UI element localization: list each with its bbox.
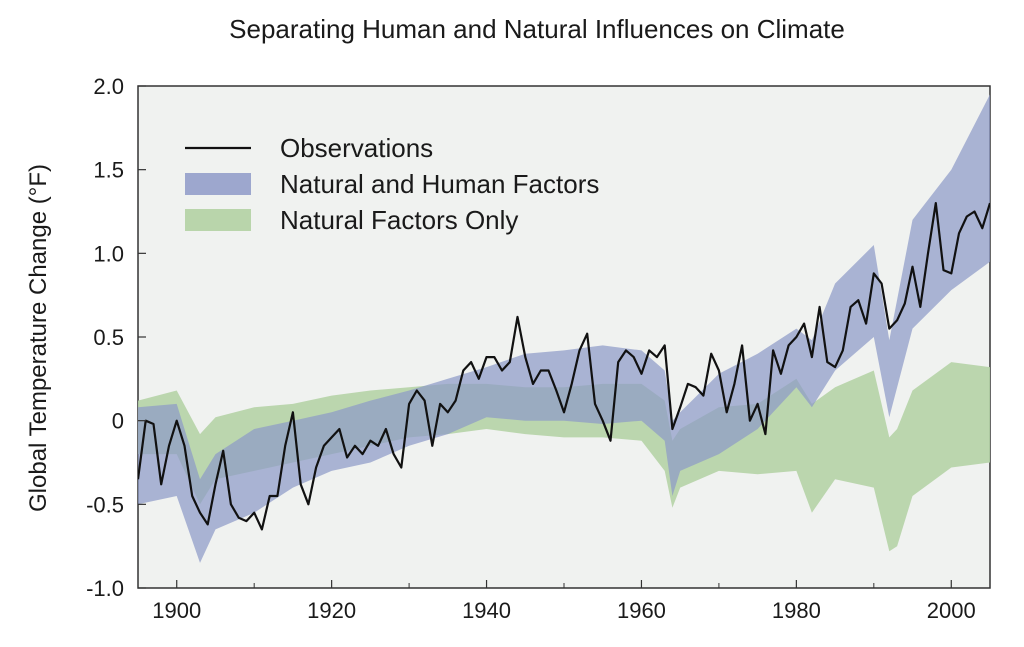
- observations-layer: [138, 202, 990, 531]
- y-tick-label: 1.0: [93, 241, 124, 266]
- x-tick-label: 1900: [152, 598, 201, 623]
- legend-label: Natural and Human Factors: [280, 169, 599, 199]
- legend-swatch-band-human: [185, 173, 251, 195]
- y-tick-label: 1.5: [93, 158, 124, 183]
- legend: Observations Natural and Human Factors Nat…: [185, 133, 599, 235]
- y-tick-label: -0.5: [86, 492, 124, 517]
- bands-layer: [138, 94, 990, 563]
- y-axis-label: Global Temperature Change (°F): [25, 164, 52, 512]
- y-tick-label: 0.5: [93, 325, 124, 350]
- natural-human-factors-band: [138, 94, 990, 563]
- x-tick-label: 1920: [307, 598, 356, 623]
- chart-title: Separating Human and Natural Influences …: [229, 14, 845, 44]
- y-tick-label: -1.0: [86, 576, 124, 601]
- legend-label: Observations: [280, 133, 433, 163]
- x-tick-label: 1960: [617, 598, 666, 623]
- y-tick-label: 2.0: [93, 74, 124, 99]
- legend-swatch-band-natural: [185, 209, 251, 231]
- axes-layer: 1900 1920 1940 1960 1980 2000 2.0 1.5 1.0 0.5 0 -0.…: [86, 74, 976, 623]
- x-tick-label: 2000: [927, 598, 976, 623]
- y-tick-label: 0: [112, 409, 124, 434]
- x-tick-label: 1980: [772, 598, 821, 623]
- legend-label: Natural Factors Only: [280, 205, 518, 235]
- observations-line: [138, 202, 990, 531]
- x-tick-label: 1940: [462, 598, 511, 623]
